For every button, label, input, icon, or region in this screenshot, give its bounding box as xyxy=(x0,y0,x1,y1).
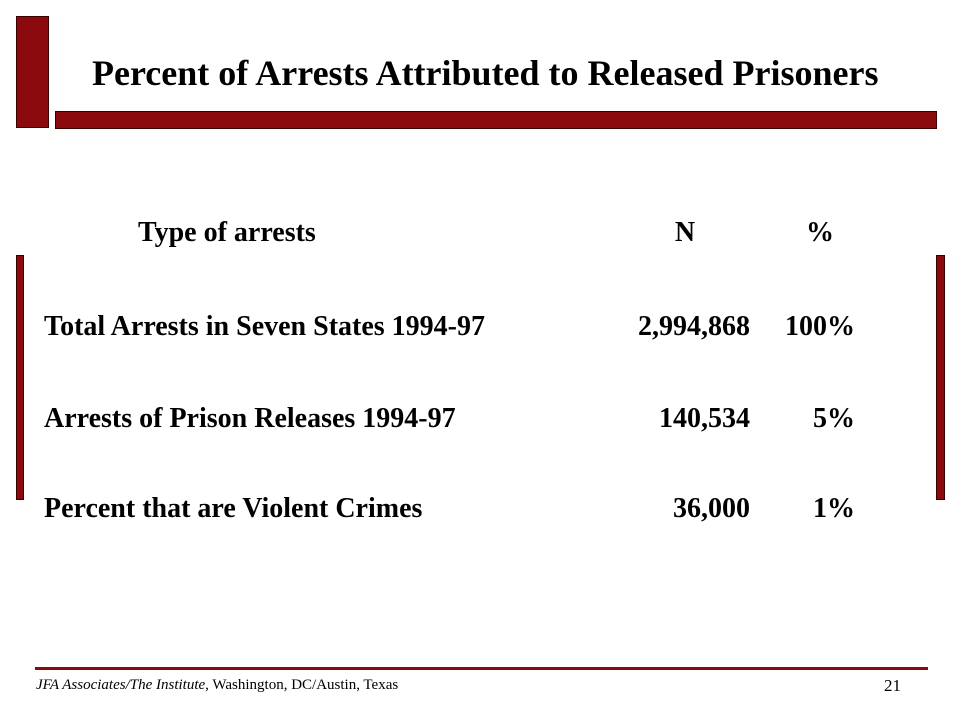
footer-rule xyxy=(35,667,928,670)
page-number: 21 xyxy=(884,676,901,695)
title-underline-bar xyxy=(55,111,937,129)
accent-bar-top-left xyxy=(16,16,49,128)
footer-credit: JFA Associates/The Institute, Washington… xyxy=(36,677,398,694)
row-percent-value: 5% xyxy=(813,403,855,434)
row-n-value: 140,534 xyxy=(659,403,750,434)
row-label: Total Arrests in Seven States 1994-97 xyxy=(44,311,485,342)
row-n-value: 2,994,868 xyxy=(638,311,750,342)
row-label: Percent that are Violent Crimes xyxy=(44,493,423,524)
row-percent-value: 1% xyxy=(813,493,855,524)
header-type-of-arrests: Type of arrests xyxy=(138,217,316,248)
row-label: Arrests of Prison Releases 1994-97 xyxy=(44,403,456,434)
row-n-value: 36,000 xyxy=(673,493,750,524)
header-percent: % xyxy=(806,217,834,248)
slide-title: Percent of Arrests Attributed to Release… xyxy=(92,53,879,93)
header-n: N xyxy=(674,217,696,248)
footer-org: JFA Associates/The Institute xyxy=(36,677,206,693)
accent-bar-right xyxy=(936,255,945,500)
row-percent-value: 100% xyxy=(785,311,855,342)
footer-location: , Washington, DC/Austin, Texas xyxy=(205,677,399,693)
accent-bar-left xyxy=(16,255,24,500)
